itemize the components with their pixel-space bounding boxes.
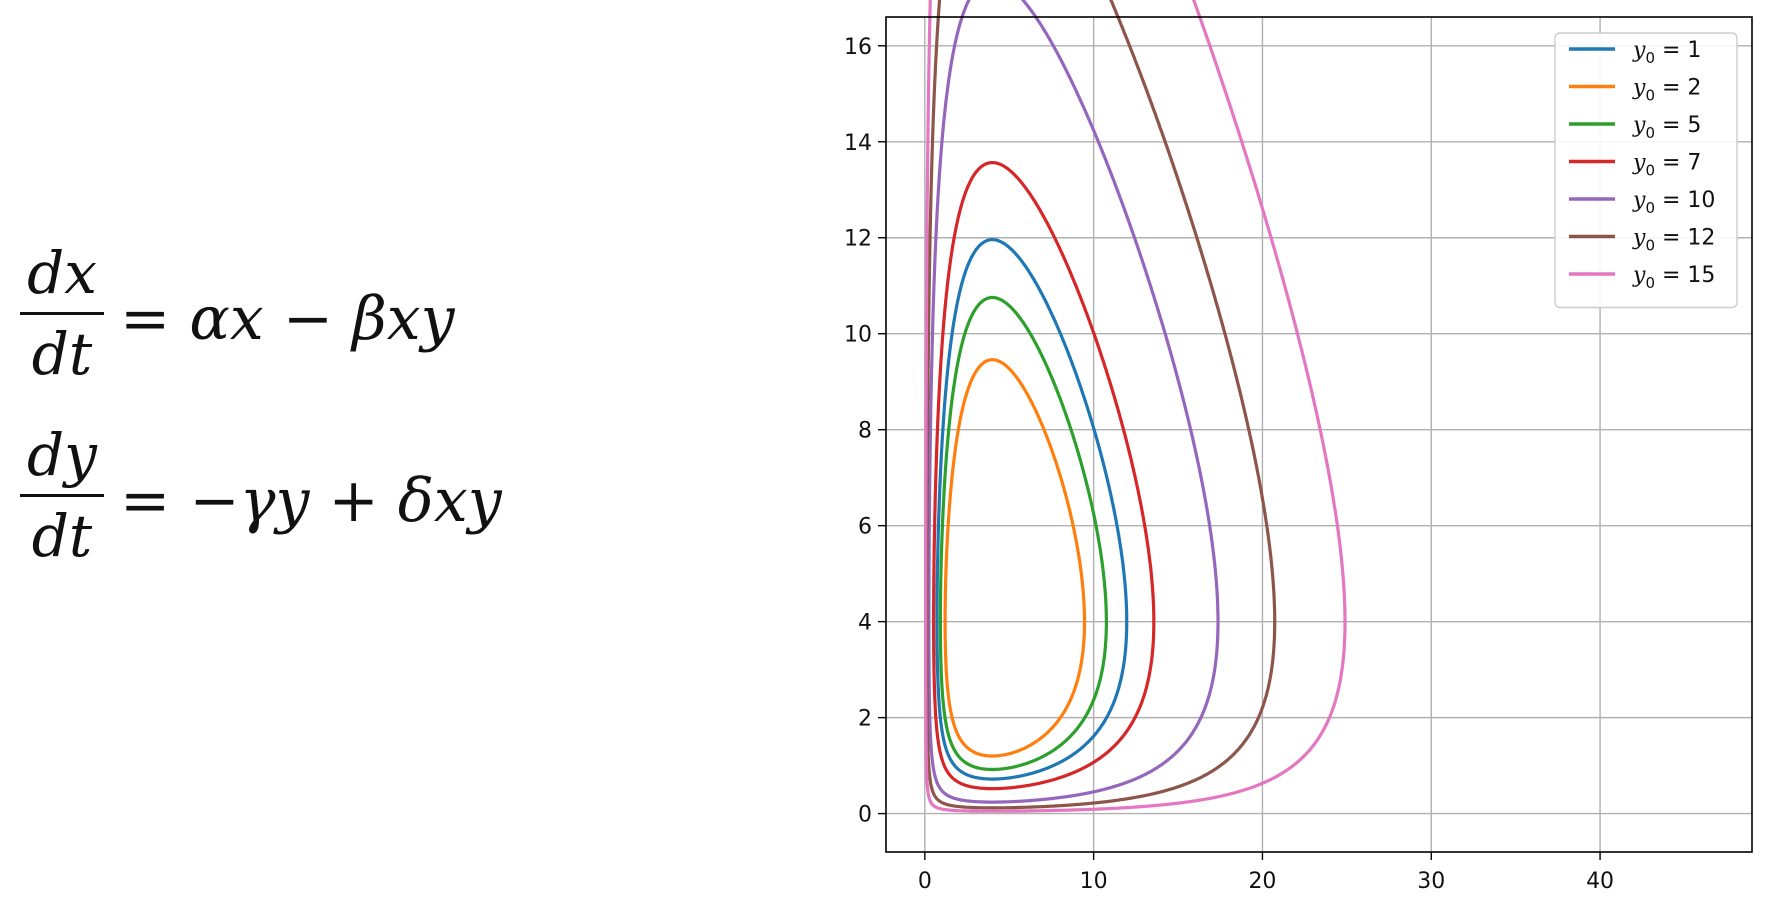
fraction-dy-dt: dy dt [20,422,104,569]
legend-box [1554,32,1738,309]
equations: dx dt = αx − βxy dy dt = −γy + δxy [20,240,640,600]
y-tick-label: 10 [844,323,872,348]
x-tick-label: 40 [1586,869,1614,894]
series-lines [924,0,1347,813]
y-tick-label: 12 [844,227,872,252]
axis-ticks: 0 10 20 30 40 0 2 4 6 8 10 12 14 16 [844,35,1614,894]
fraction-bar [20,494,104,497]
series-line-2 [938,295,1108,772]
y-tick-label: 8 [858,419,872,444]
plot-frame [885,16,1753,853]
legend-label: y0 = 7 [1632,151,1701,180]
legend-label: y0 = 10 [1632,188,1715,217]
equation-dy: dy dt = −γy + δxy [20,422,640,604]
legend-label: y0 = 1 [1632,38,1701,67]
numerator: dy [27,421,97,489]
numerator: dx [27,239,97,307]
legend-label: y0 = 5 [1632,113,1701,142]
denominator: dt [31,320,93,388]
equation-rhs: = −γy + δxy [120,466,502,536]
series-line-4 [927,0,1220,804]
x-tick-label: 0 [918,869,932,894]
fraction-dx-dt: dx dt [20,240,104,387]
series-line-3 [932,161,1156,791]
equation-dx: dx dt = αx − βxy [20,240,640,422]
fraction-bar [20,312,104,315]
legend: y0 = 1 y0 = 2 y0 = 5 y0 = 7 y0 = 10 y0 = 12 y0… [1554,32,1738,309]
y-tick-label: 2 [858,707,872,732]
legend-label: y0 = 2 [1632,76,1701,105]
legend-label: y0 = 15 [1632,263,1715,292]
x-tick-label: 20 [1248,869,1276,894]
y-tick-label: 14 [844,131,872,156]
y-tick-label: 0 [858,803,872,828]
equation-rhs: = αx − βxy [120,284,455,354]
y-tick-label: 16 [844,35,872,60]
y-tick-label: 6 [858,515,872,540]
series-line-0 [935,238,1129,781]
series-line-5 [925,0,1277,810]
x-tick-label: 30 [1417,869,1445,894]
y-tick-label: 4 [858,611,872,636]
series-line-1 [943,358,1087,758]
series-line-6 [924,0,1347,813]
x-tick-label: 10 [1080,869,1108,894]
denominator: dt [31,502,93,570]
legend-label: y0 = 12 [1632,226,1715,255]
